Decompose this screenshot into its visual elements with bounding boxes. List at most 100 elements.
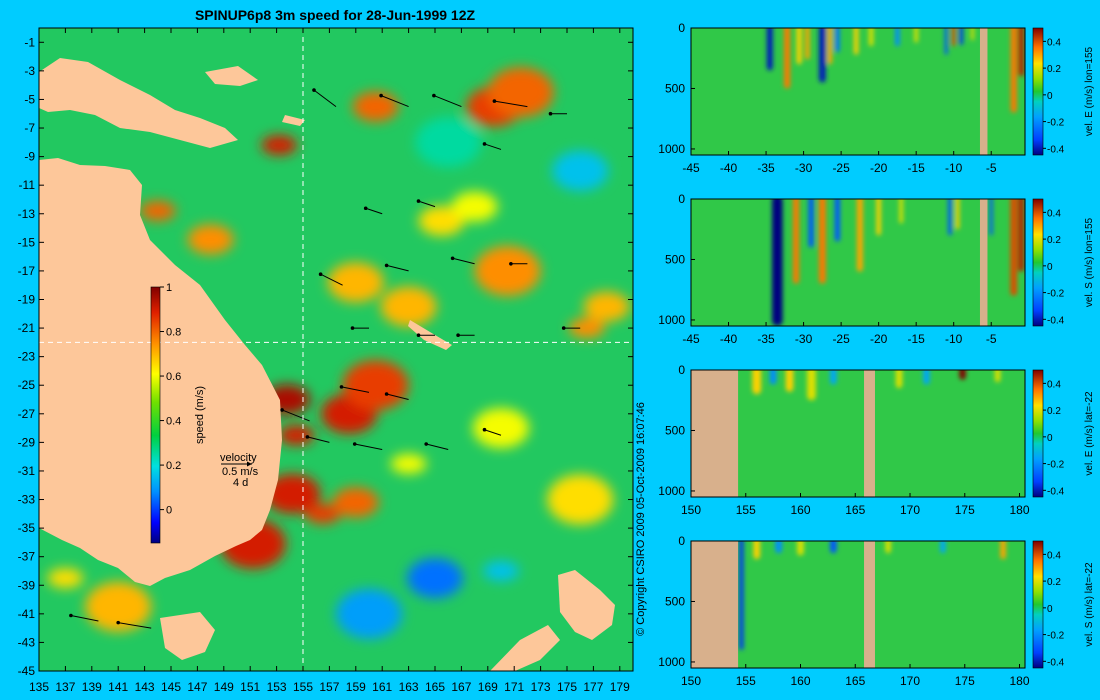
land-new-guinea xyxy=(39,58,238,148)
map-plot: 135 137 139 141 143 145 147 149 151 153 155 157 159 1… xyxy=(18,27,634,694)
speed-feature xyxy=(407,558,463,599)
section-y-tick-label: 1000 xyxy=(658,313,685,327)
section-feature xyxy=(808,199,814,248)
section-x-tick-label: -40 xyxy=(720,332,738,346)
copyright-text: © Copyright CSIRO 2009 05-Oct-2009 16:07… xyxy=(635,402,647,636)
velocity-vector xyxy=(363,206,383,215)
section-feature xyxy=(994,370,1001,383)
section-colorbar-tick-label: 0.4 xyxy=(1047,208,1061,219)
velocity-vector xyxy=(450,256,475,265)
section-y-tick-label: 500 xyxy=(665,594,685,608)
section-feature xyxy=(1000,541,1006,560)
section-feature xyxy=(805,28,810,60)
section-x-tick-label: -5 xyxy=(986,332,997,346)
section-feature xyxy=(752,370,762,395)
map-x-tick-label: 141 xyxy=(108,680,128,694)
speed-feature xyxy=(342,360,409,411)
section-x-tick-label: 165 xyxy=(845,674,865,688)
map-title: SPINUP6p8 3m speed for 28-Jun-1999 12Z xyxy=(195,7,476,23)
section-colorbar-tick-label: -0.4 xyxy=(1047,144,1065,155)
section-feature xyxy=(948,199,952,236)
speed-feature xyxy=(304,503,341,524)
speed-feature xyxy=(583,291,630,322)
map-y-tick-label: -23 xyxy=(18,350,36,364)
section-y-tick-label: 500 xyxy=(665,252,685,266)
section-feature xyxy=(775,541,782,554)
section-feature xyxy=(895,28,900,47)
section-feature xyxy=(830,370,837,385)
speed-feature xyxy=(336,588,402,639)
speed-feature xyxy=(418,205,465,236)
section-feature xyxy=(793,199,800,284)
map-y-tick-label: -37 xyxy=(18,550,36,564)
velocity-vectors xyxy=(69,88,581,629)
map-x-tick-label: 143 xyxy=(135,680,155,694)
section-land xyxy=(864,370,875,497)
velocity-vector xyxy=(116,620,152,629)
speed-feature xyxy=(352,91,399,122)
map-colorbar-tick-label: 0 xyxy=(166,505,172,517)
speed-feature xyxy=(474,245,541,296)
map-x-tick-label: 157 xyxy=(319,680,339,694)
map-y-tick-label: -9 xyxy=(24,150,35,164)
velocity-vector xyxy=(69,613,99,622)
section-feature xyxy=(876,199,881,236)
section-y-tick-label: 0 xyxy=(678,21,685,35)
velocity-vector xyxy=(482,142,502,150)
section-colorbar xyxy=(1032,27,1044,156)
velocity-legend: velocity 0.5 m/s 4 d xyxy=(220,452,259,489)
section-y-tick-label: 500 xyxy=(665,423,685,437)
map-colorbar: 0 0.2 0.4 0.6 0.8 1 speed (m/s) xyxy=(150,282,206,544)
velocity-vector xyxy=(561,326,581,330)
velocity-vector xyxy=(350,326,369,330)
map-y-tick-label: -39 xyxy=(18,578,36,592)
section-colorbar xyxy=(1032,198,1044,327)
section-feature xyxy=(899,199,904,224)
map-land xyxy=(39,58,615,671)
land-australia xyxy=(39,158,282,586)
speed-feature xyxy=(332,487,379,518)
map-y-tick-label: -11 xyxy=(19,178,36,192)
section-feature xyxy=(830,541,837,554)
section-feature xyxy=(868,28,874,47)
section-colorbar-tick-label: -0.2 xyxy=(1047,289,1065,300)
section-feature xyxy=(827,28,833,65)
speed-feature xyxy=(278,425,315,446)
speed-feature xyxy=(327,262,384,303)
map-colorbar-tick-label: 0.8 xyxy=(166,327,181,339)
section-x-tick-label: -20 xyxy=(870,332,888,346)
section-colorbar-label: vel. S (m/s) lon=155 xyxy=(1084,217,1095,307)
map-x-tick-label: 159 xyxy=(346,680,366,694)
map-x-tick-label: 147 xyxy=(187,680,207,694)
map-x-tick-label: 139 xyxy=(82,680,102,694)
map-x-tick-label: 151 xyxy=(240,680,260,694)
map-x-tick-label: 179 xyxy=(610,680,630,694)
land-tasmania xyxy=(160,612,215,660)
map-y-tick-label: -45 xyxy=(18,664,36,678)
section-feature xyxy=(753,541,760,560)
section-land xyxy=(979,28,988,155)
section-feature xyxy=(959,370,966,380)
section-colorbar-tick-label: 0.2 xyxy=(1047,64,1061,75)
map-x-tick-label: 161 xyxy=(372,680,392,694)
map-x-tick-label: 175 xyxy=(557,680,577,694)
section-x-tick-label: 165 xyxy=(845,503,865,517)
speed-feature xyxy=(415,117,482,168)
speed-feature xyxy=(390,453,427,474)
section-feature xyxy=(784,28,791,89)
map-x-tick-label: 135 xyxy=(29,680,49,694)
section-feature xyxy=(1018,199,1025,272)
map-x-tick-label: 149 xyxy=(214,680,234,694)
speed-feature xyxy=(552,150,609,191)
velocity-vector xyxy=(416,333,435,338)
section-panel-3: 150 155 160 165 170 175 180 0 500 1000 0.4 0.2 0 -0.2… xyxy=(658,363,1095,517)
section-land xyxy=(979,199,988,326)
section-y-tick-label: 500 xyxy=(665,81,685,95)
section-x-tick-label: 155 xyxy=(736,503,756,517)
section-panel-1: -45 -40 -35 -30 -25 -20 -15 -10 -5 0 500 1000 0.4 0.2… xyxy=(658,21,1095,175)
velocity-vector xyxy=(492,99,528,108)
speed-feature xyxy=(85,581,152,632)
section-feature xyxy=(1010,199,1018,296)
section-x-tick-label: -15 xyxy=(907,332,925,346)
section-y-tick-label: 1000 xyxy=(658,484,685,498)
